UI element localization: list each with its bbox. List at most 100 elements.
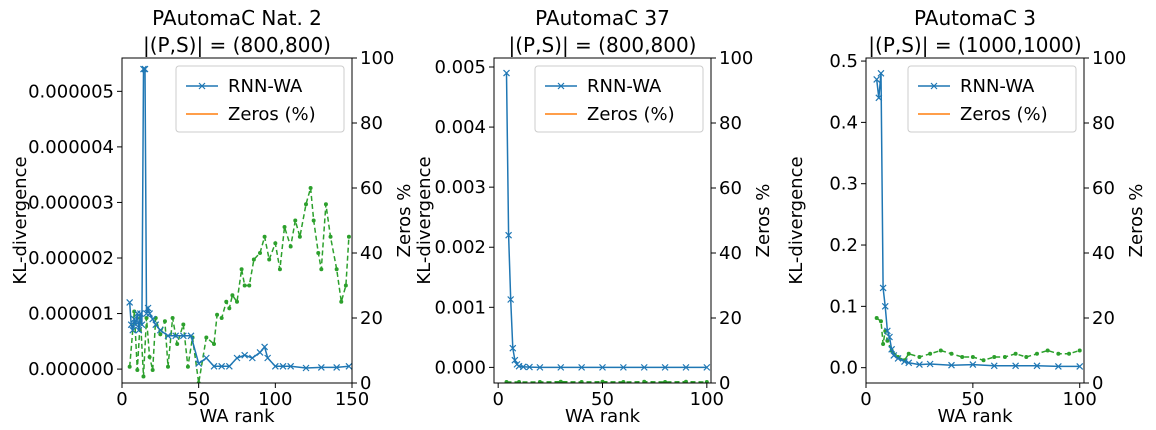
data-point: [297, 234, 302, 239]
y-right-axis-label: Zeros %: [394, 184, 415, 258]
y-right-tick-label: 60: [1092, 178, 1115, 199]
data-point: [503, 69, 510, 77]
data-point: [1013, 351, 1018, 356]
legend-marker-rnn: [930, 82, 938, 90]
x-tick-label: 0: [116, 389, 127, 410]
data-point: [703, 363, 711, 371]
data-point: [195, 360, 203, 367]
data-point: [133, 310, 141, 317]
data-point: [302, 364, 310, 372]
data-point: [328, 234, 333, 239]
data-point: [948, 361, 955, 369]
data-point: [202, 354, 210, 362]
data-point: [187, 332, 195, 340]
data-point: [141, 65, 149, 73]
series-zeros: [504, 379, 709, 383]
data-point: [1067, 351, 1072, 356]
data-point: [175, 342, 180, 346]
data-point: [901, 358, 908, 365]
data-point: [888, 345, 896, 353]
data-point: [938, 348, 943, 353]
data-point: [663, 380, 668, 383]
data-point: [277, 267, 282, 272]
data-point: [261, 343, 269, 351]
data-point: [981, 358, 986, 363]
data-point: [1034, 351, 1039, 356]
y-tick-label: 0.0: [829, 358, 858, 379]
data-point: [1076, 363, 1084, 370]
y-tick-label: 0.002: [434, 237, 486, 258]
data-point: [509, 344, 517, 352]
y-tick-label: 0.004: [434, 117, 486, 138]
data-point: [504, 380, 509, 383]
data-point: [621, 380, 626, 383]
data-point: [152, 321, 160, 329]
data-point: [224, 299, 229, 304]
data-point: [158, 332, 163, 337]
data-point: [136, 310, 144, 317]
data-point: [248, 354, 256, 362]
data-point: [282, 225, 287, 229]
y-right-tick-label: 100: [1092, 48, 1126, 69]
legend-label-zeros: Zeros (%): [960, 104, 1048, 125]
data-point: [279, 362, 287, 370]
data-point: [346, 234, 351, 239]
data-point: [661, 363, 669, 371]
data-point: [619, 363, 627, 371]
y-tick-label: 0.000000: [28, 359, 114, 380]
data-point: [242, 283, 247, 288]
data-point: [537, 380, 542, 383]
y-axis-label: KL-divergence: [786, 156, 807, 284]
x-tick-label: 100: [1063, 389, 1097, 410]
y-right-tick-label: 60: [719, 178, 742, 199]
data-point: [926, 360, 934, 368]
data-point: [132, 321, 140, 329]
data-point: [558, 379, 563, 383]
data-point: [267, 257, 272, 262]
data-point: [316, 251, 321, 255]
data-point: [127, 364, 132, 369]
x-tick-label: 0: [492, 389, 503, 410]
y-right-tick-label: 100: [360, 48, 394, 69]
data-point: [1012, 362, 1020, 370]
data-point: [970, 355, 975, 359]
chart-panel-3: 0 50 100 0.0 0.1 0.2 0.3 0.4 0.5 0 20 40 60 80 100 WA r…: [786, 6, 1147, 427]
data-point: [536, 363, 544, 371]
data-point: [247, 283, 252, 288]
data-point: [225, 362, 233, 370]
y-tick-label: 0.000005: [28, 81, 114, 102]
data-point: [135, 368, 140, 372]
data-point: [271, 362, 279, 370]
data-point: [210, 362, 218, 370]
data-point: [916, 361, 923, 369]
data-point: [990, 362, 998, 370]
chart-subtitle: |(P,S)| = (800,800): [143, 33, 331, 57]
x-tick-label: 150: [335, 389, 369, 410]
data-point: [511, 356, 519, 364]
x-axis-label: WA rank: [565, 406, 641, 427]
series-line: [128, 187, 350, 383]
data-point: [905, 359, 913, 367]
y-right-tick-label: 0: [360, 373, 371, 394]
data-point: [227, 306, 232, 311]
data-point: [264, 354, 272, 362]
y-right-axis-label: Zeros %: [1126, 184, 1147, 258]
data-point: [877, 69, 885, 77]
data-point: [140, 65, 147, 73]
data-point: [126, 299, 134, 306]
y-right-tick-label: 40: [1092, 243, 1115, 264]
legend-label-zeros: Zeros (%): [587, 104, 675, 125]
data-point: [1054, 363, 1062, 370]
data-point: [179, 332, 187, 340]
data-point: [881, 302, 889, 310]
data-point: [319, 267, 324, 272]
plot-frame: [865, 57, 1085, 384]
data-point: [704, 380, 709, 383]
y-tick-label: 0.005: [434, 57, 486, 78]
legend: RNN-WA Zeros (%): [534, 65, 704, 133]
data-point: [287, 362, 295, 370]
y-tick-label: 0.5: [829, 51, 858, 72]
data-point: [339, 299, 344, 304]
data-point: [345, 362, 352, 370]
series-rnn-wa: [873, 69, 1084, 370]
